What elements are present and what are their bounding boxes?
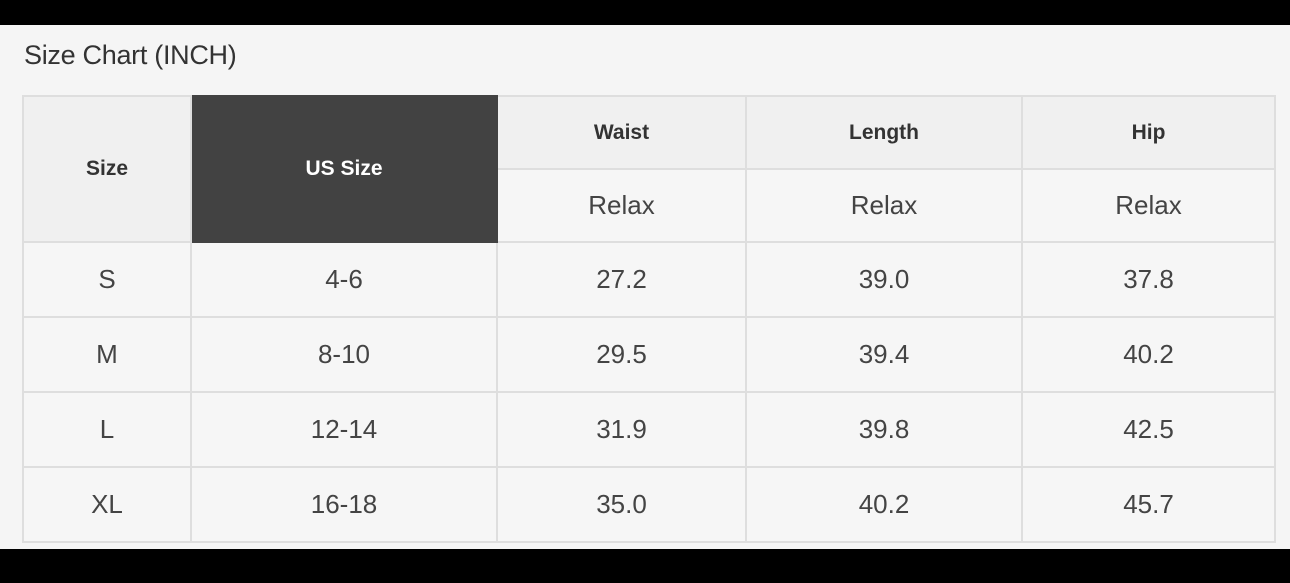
header-us-size: US Size [190, 95, 498, 243]
header-row: Size US Size Waist Length Hip [22, 95, 1276, 243]
subheader-length: Relax [745, 168, 1023, 243]
cell-size: S [22, 241, 192, 318]
subheader-waist: Relax [496, 168, 747, 243]
cell-size: XL [22, 466, 192, 543]
cell-us-size: 8-10 [190, 316, 498, 393]
header-waist: Waist [496, 95, 747, 170]
header-hip: Hip [1021, 95, 1276, 170]
table-row: M 8-10 29.5 39.4 40.2 [22, 316, 1276, 393]
header-length: Length [745, 95, 1023, 170]
cell-length: 39.4 [745, 316, 1023, 393]
top-black-bar [0, 0, 1290, 25]
cell-hip: 45.7 [1021, 466, 1276, 543]
cell-waist: 31.9 [496, 391, 747, 468]
cell-length: 39.8 [745, 391, 1023, 468]
cell-waist: 27.2 [496, 241, 747, 318]
cell-waist: 29.5 [496, 316, 747, 393]
table-row: S 4-6 27.2 39.0 37.8 [22, 241, 1276, 318]
bottom-black-bar [0, 549, 1290, 582]
cell-us-size: 12-14 [190, 391, 498, 468]
table-row: XL 16-18 35.0 40.2 45.7 [22, 466, 1276, 543]
table-row: L 12-14 31.9 39.8 42.5 [22, 391, 1276, 468]
cell-size: L [22, 391, 192, 468]
cell-us-size: 4-6 [190, 241, 498, 318]
cell-hip: 40.2 [1021, 316, 1276, 393]
size-chart-table: Size US Size Waist Length Hip Relax Rela… [22, 95, 1276, 543]
cell-size: M [22, 316, 192, 393]
cell-hip: 37.8 [1021, 241, 1276, 318]
header-size: Size [22, 95, 192, 243]
cell-length: 39.0 [745, 241, 1023, 318]
size-chart-page: Size Chart (INCH) Size US Size Waist Len… [0, 25, 1290, 549]
page-title: Size Chart (INCH) [24, 40, 237, 70]
subheader-hip: Relax [1021, 168, 1276, 243]
cell-hip: 42.5 [1021, 391, 1276, 468]
cell-waist: 35.0 [496, 466, 747, 543]
cell-us-size: 16-18 [190, 466, 498, 543]
subheader-row: Relax Relax Relax [23, 168, 1276, 243]
cell-length: 40.2 [745, 466, 1023, 543]
